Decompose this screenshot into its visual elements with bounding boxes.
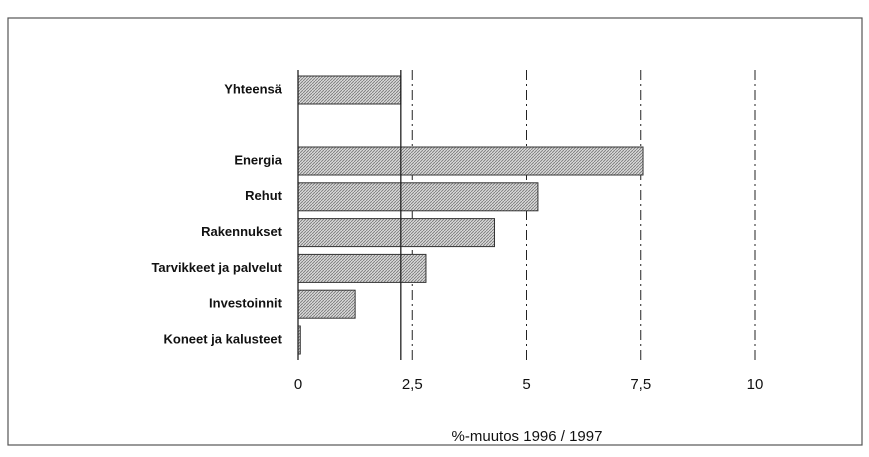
bar bbox=[297, 75, 402, 105]
frame bbox=[7, 17, 863, 446]
bar bbox=[297, 218, 496, 248]
bar bbox=[297, 182, 539, 212]
bar bbox=[297, 253, 427, 283]
category-label: Koneet ja kalusteet bbox=[164, 331, 283, 346]
category-label: Investoinnit bbox=[209, 296, 283, 311]
category-label: Energia bbox=[234, 152, 282, 167]
x-tick-label: 10 bbox=[747, 376, 764, 393]
x-tick-label: 7,5 bbox=[630, 376, 651, 393]
x-tick-label: 2,5 bbox=[402, 376, 423, 393]
category-label: Tarvikkeet ja palvelut bbox=[151, 260, 282, 275]
category-label: Rehut bbox=[245, 188, 283, 203]
bar bbox=[297, 289, 356, 319]
x-tick-label: 0 bbox=[294, 376, 302, 393]
bar bbox=[297, 146, 644, 176]
category-label: Rakennukset bbox=[201, 224, 283, 239]
x-axis-label: %-muutos 1996 / 1997 bbox=[452, 428, 603, 445]
category-label: Yhteensä bbox=[224, 81, 283, 96]
x-tick-label: 5 bbox=[522, 376, 530, 393]
